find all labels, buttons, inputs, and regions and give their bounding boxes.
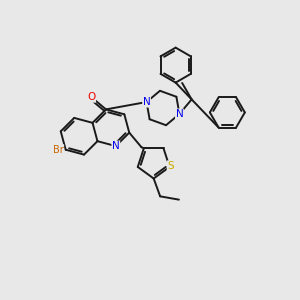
Text: Br: Br [53,145,64,155]
Text: N: N [176,109,183,119]
Text: S: S [167,161,174,171]
Text: O: O [87,92,95,102]
Text: N: N [143,97,150,107]
Text: N: N [112,141,120,151]
